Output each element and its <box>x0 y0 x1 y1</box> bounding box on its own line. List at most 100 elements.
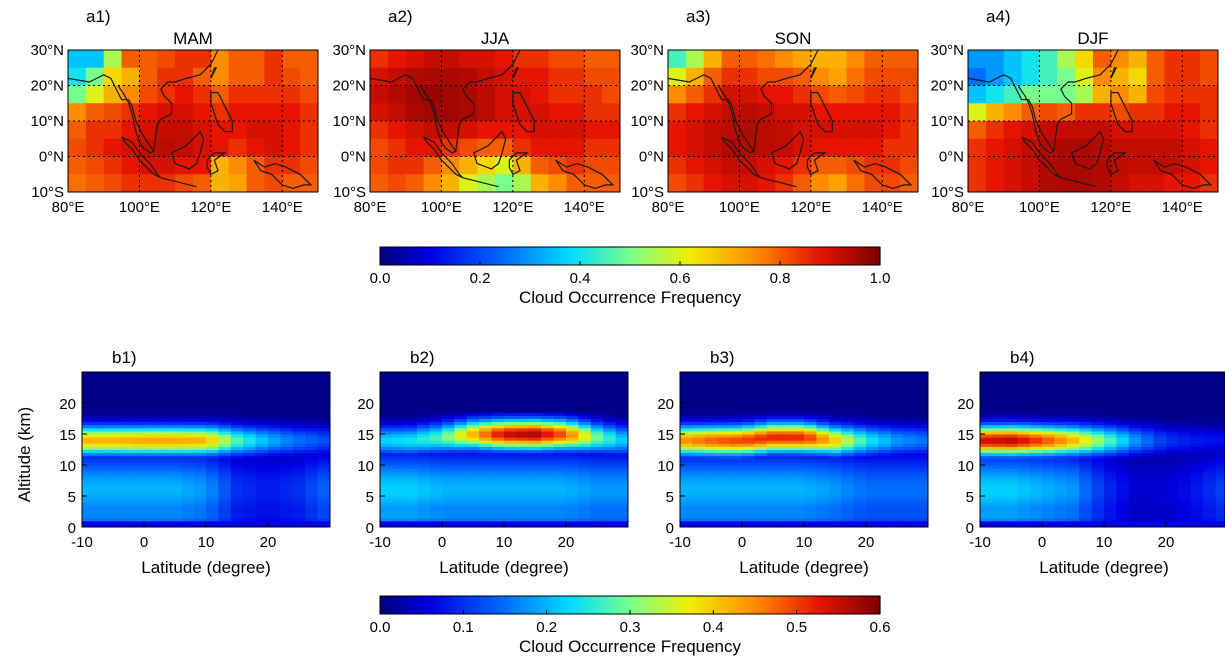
heat-cell <box>903 387 917 392</box>
heat-cell <box>828 406 842 410</box>
heat-cell <box>144 434 157 438</box>
heat-cell <box>206 474 219 478</box>
heat-cell <box>602 138 621 157</box>
heat-cell <box>816 399 830 404</box>
heat-cell <box>1178 449 1192 454</box>
heat-cell <box>512 67 532 86</box>
heat-cell <box>590 412 604 416</box>
heat-cell <box>1128 384 1142 388</box>
heat-cell <box>878 458 892 463</box>
heat-cell <box>578 409 592 413</box>
heat-cell <box>1091 437 1105 441</box>
heat-cell <box>516 508 530 512</box>
colorbar-step <box>485 596 489 614</box>
x-tick-label: 80°E <box>652 199 685 216</box>
heat-cell <box>292 520 306 525</box>
heat-cell <box>404 523 418 528</box>
heat-cell <box>692 458 706 463</box>
heat-cell <box>1029 449 1043 454</box>
heat-cell <box>980 406 993 410</box>
heat-cell <box>491 449 505 454</box>
heat-cell <box>255 486 269 491</box>
heat-cell <box>739 138 758 157</box>
heat-cell <box>717 496 731 500</box>
heat-cell <box>742 446 755 450</box>
heat-cell <box>968 156 987 175</box>
colorbar-step <box>480 596 484 614</box>
heat-cell <box>828 67 848 86</box>
heat-cell <box>305 434 319 438</box>
heat-cell <box>742 415 755 419</box>
heat-cell <box>255 489 269 494</box>
heat-cell <box>890 520 904 525</box>
heat-cell <box>1166 434 1179 438</box>
heat-cell <box>380 496 393 500</box>
heat-cell <box>992 437 1006 441</box>
heat-cell <box>1004 502 1018 506</box>
heat-cell <box>1116 434 1130 438</box>
heat-cell <box>828 468 842 472</box>
heat-cell <box>106 406 120 410</box>
heat-cell <box>828 372 842 376</box>
heat-cell <box>131 502 145 506</box>
heat-cell <box>206 461 219 466</box>
heat-cell <box>692 387 706 392</box>
heat-cell <box>878 465 892 469</box>
heat-cell <box>454 455 468 460</box>
heat-cell <box>1091 424 1105 429</box>
heat-cell <box>504 486 517 491</box>
heat-cell <box>717 483 731 488</box>
heat-cell <box>1079 520 1093 525</box>
heat-cell <box>1203 455 1217 460</box>
heat-cell <box>1079 474 1093 478</box>
heat-cell <box>680 517 693 522</box>
heat-cell <box>828 474 842 478</box>
heat-cell <box>1017 502 1031 506</box>
heat-cell <box>791 455 805 460</box>
heat-cell <box>380 381 393 385</box>
heat-cell <box>268 437 281 441</box>
heat-cell <box>680 403 693 407</box>
heat-cell <box>157 50 176 69</box>
heat-cell <box>717 520 731 525</box>
heat-cell <box>584 50 603 69</box>
heat-cell <box>131 403 145 407</box>
heat-cell <box>380 399 393 404</box>
heat-cell <box>380 406 393 410</box>
heat-cell <box>1141 378 1155 382</box>
colorbar-step <box>582 247 586 265</box>
heat-cell <box>516 412 530 416</box>
heat-cell <box>119 502 133 506</box>
heat-cell <box>405 174 425 193</box>
heat-cell <box>144 427 157 432</box>
heat-cell <box>292 434 306 438</box>
heat-cell <box>866 390 879 395</box>
colorbar-step <box>397 596 401 614</box>
heat-cell <box>866 409 879 413</box>
colorbar-step <box>680 247 684 265</box>
heat-cell <box>1153 461 1167 466</box>
heat-cell <box>704 471 718 475</box>
heat-cell <box>553 440 567 444</box>
x-tick-label: 100°E <box>1019 199 1060 216</box>
heat-cell <box>816 415 830 419</box>
y-tick-label: 0°N <box>39 149 64 166</box>
heat-cell <box>846 138 865 157</box>
heat-cell <box>704 406 718 410</box>
heat-cell <box>454 399 468 404</box>
heat-cell <box>980 480 993 485</box>
heat-cell <box>1004 455 1018 460</box>
heat-cell <box>530 85 550 104</box>
heat-cell <box>903 375 917 379</box>
heat-cell <box>615 390 629 395</box>
heat-cell <box>882 103 901 122</box>
heat-cell <box>866 474 879 478</box>
heat-cell <box>578 446 592 450</box>
heat-cell <box>903 430 917 435</box>
heat-cell <box>615 403 629 407</box>
heat-cell <box>392 511 406 516</box>
colorbar-step <box>455 247 459 265</box>
heat-cell <box>992 452 1006 457</box>
heat-cell <box>528 403 542 407</box>
colorbar-step <box>565 247 569 265</box>
